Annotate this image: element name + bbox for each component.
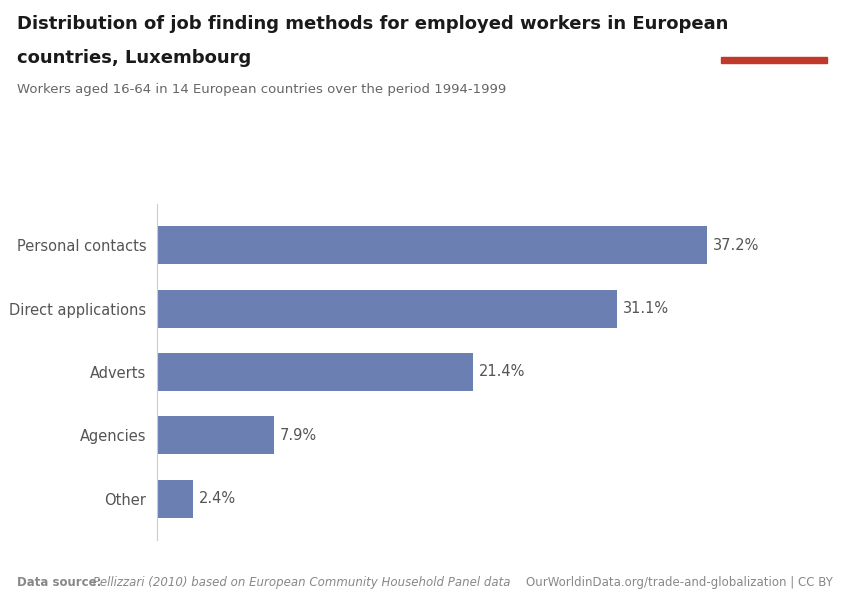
Text: 7.9%: 7.9% bbox=[280, 428, 317, 443]
Text: 2.4%: 2.4% bbox=[199, 491, 235, 506]
Text: Distribution of job finding methods for employed workers in European: Distribution of job finding methods for … bbox=[17, 15, 728, 33]
Bar bbox=[157, 480, 193, 518]
Text: OurWorldinData.org/trade-and-globalization | CC BY: OurWorldinData.org/trade-and-globalizati… bbox=[526, 576, 833, 589]
Text: 31.1%: 31.1% bbox=[622, 301, 669, 316]
Text: Our World: Our World bbox=[740, 19, 808, 32]
Text: 37.2%: 37.2% bbox=[713, 238, 759, 253]
Text: Workers aged 16-64 in 14 European countries over the period 1994-1999: Workers aged 16-64 in 14 European countr… bbox=[17, 83, 507, 96]
Bar bbox=[157, 290, 617, 328]
Text: 21.4%: 21.4% bbox=[479, 364, 525, 379]
Bar bbox=[157, 416, 274, 454]
Text: in Data: in Data bbox=[750, 36, 798, 49]
Text: countries, Luxembourg: countries, Luxembourg bbox=[17, 49, 252, 67]
Bar bbox=[157, 226, 707, 264]
Bar bbox=[721, 57, 827, 63]
Text: Pellizzari (2010) based on European Community Household Panel data: Pellizzari (2010) based on European Comm… bbox=[89, 576, 511, 589]
Text: Data source:: Data source: bbox=[17, 576, 101, 589]
Bar bbox=[157, 353, 473, 391]
